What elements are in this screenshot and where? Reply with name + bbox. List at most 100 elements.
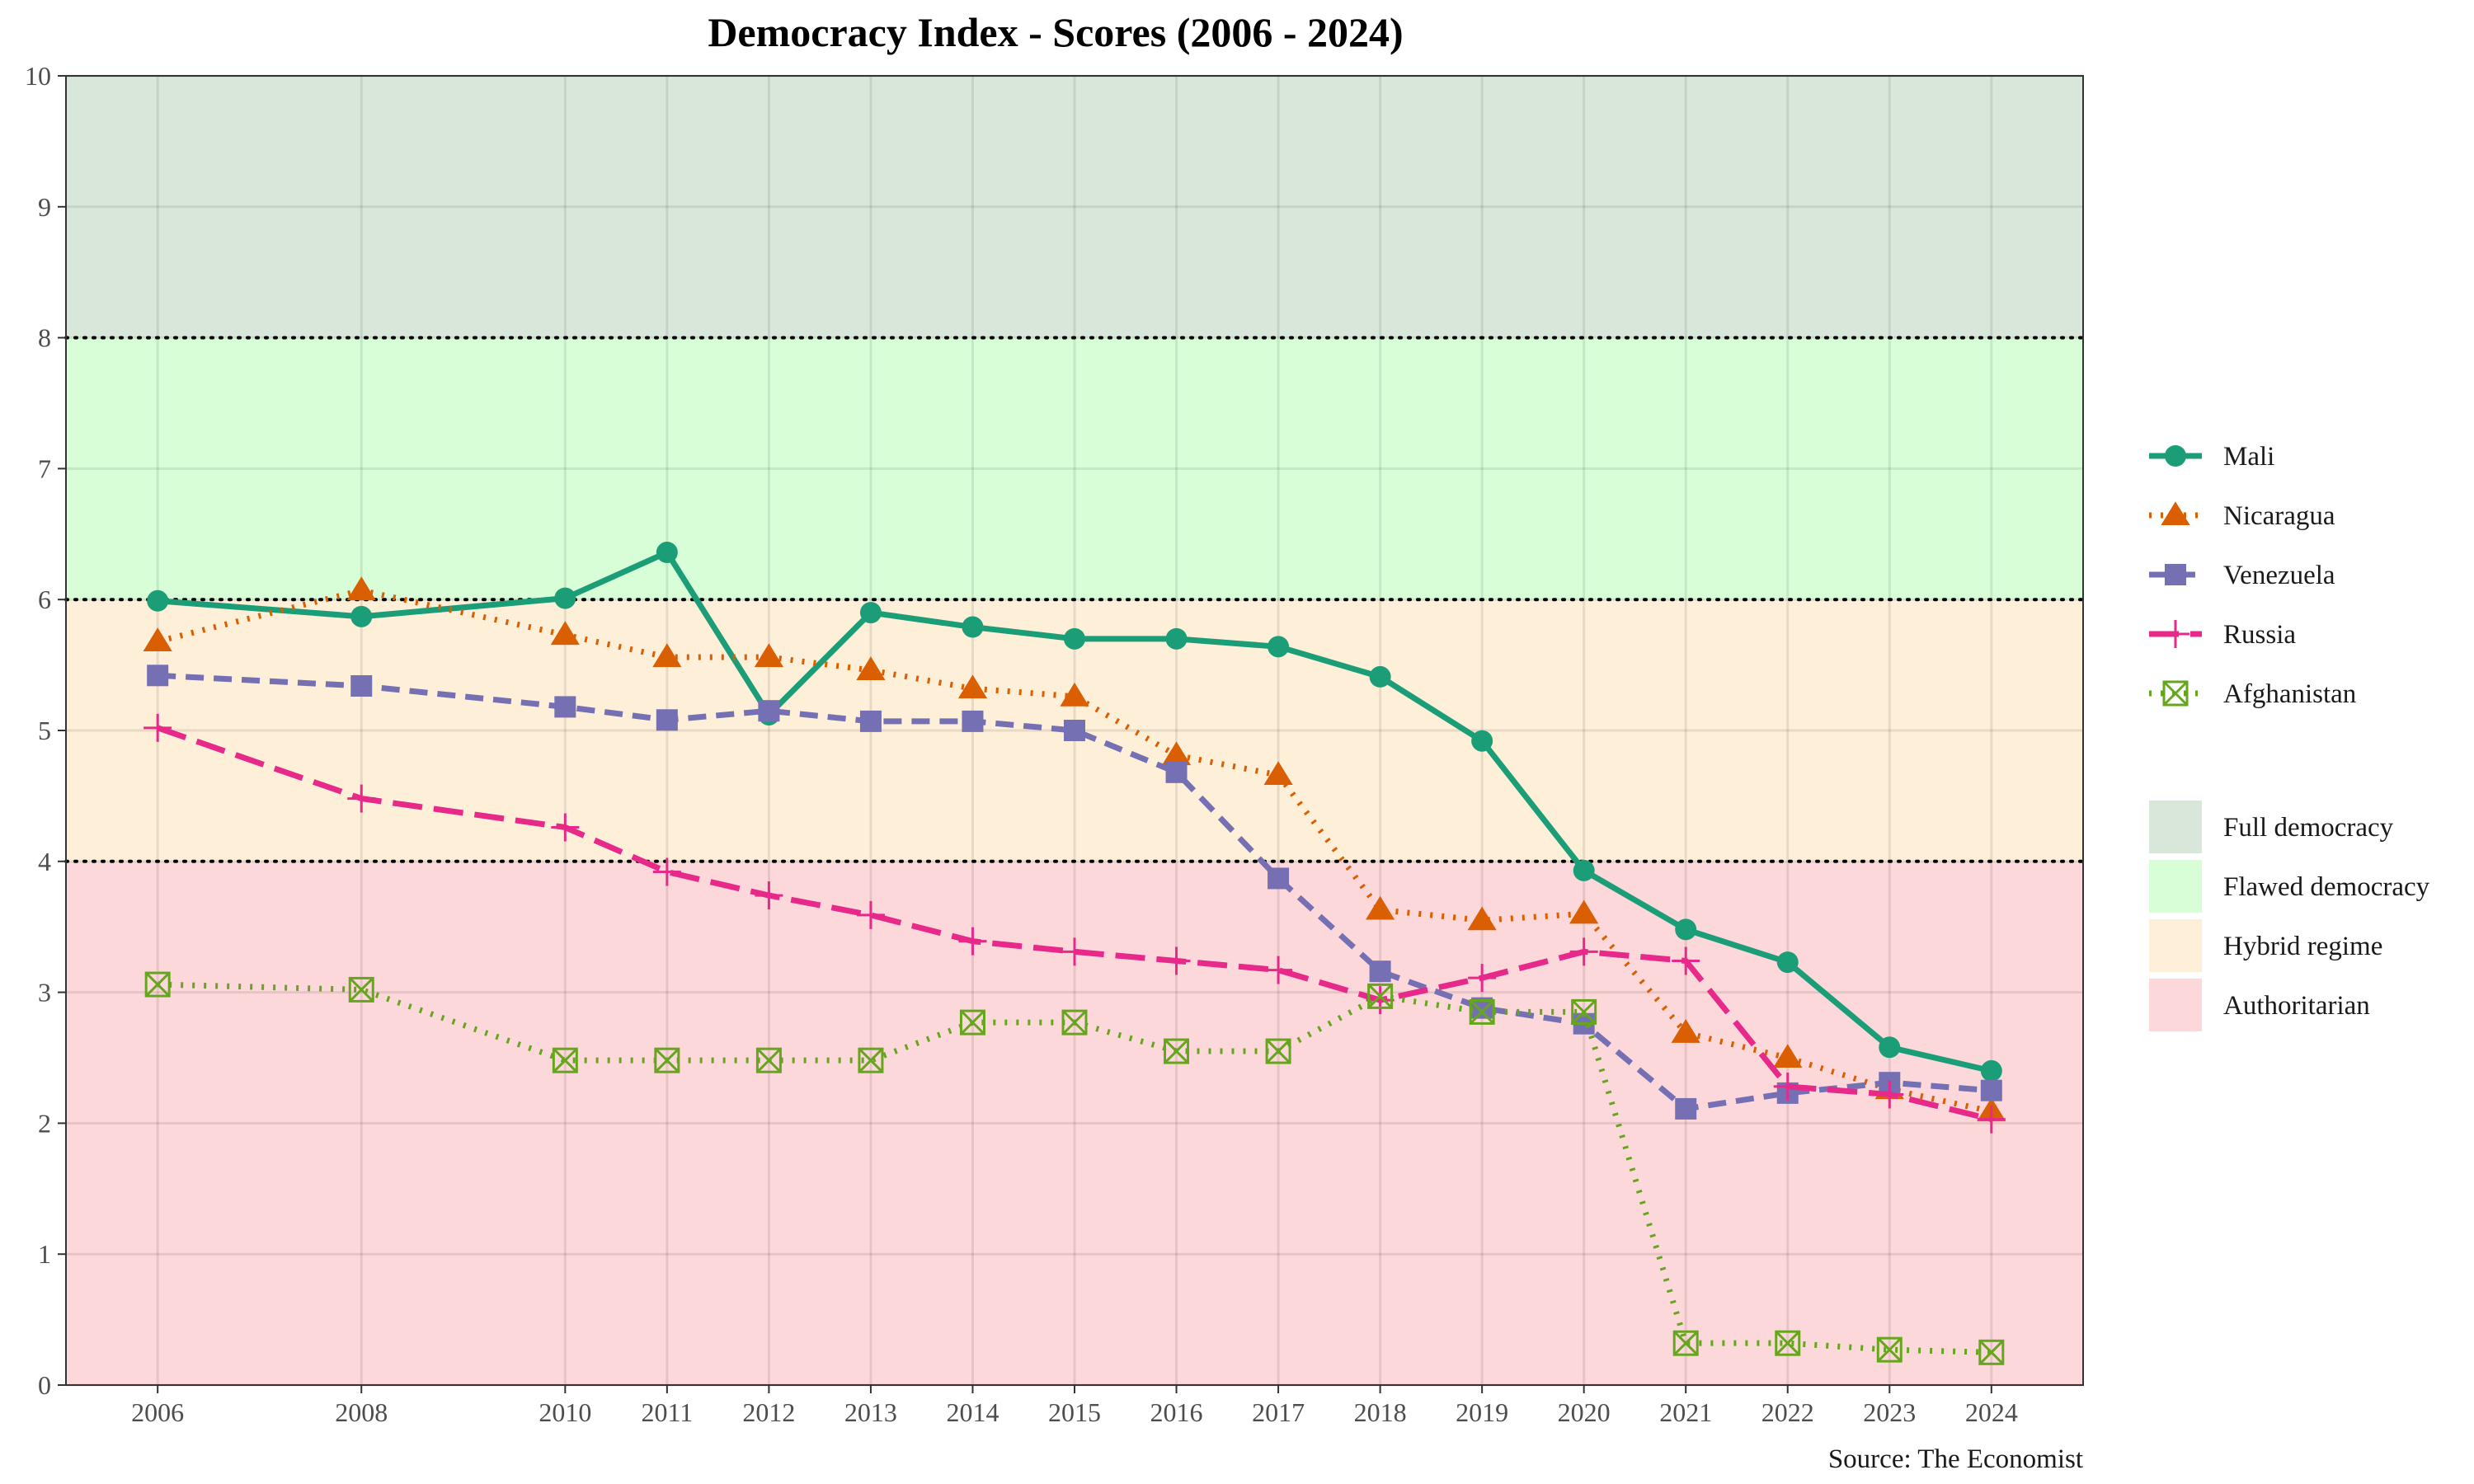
y-tick-label: 6	[38, 585, 51, 614]
regime-legend-label: Hybrid regime	[2223, 932, 2382, 961]
data-point-russia	[1977, 1105, 2006, 1134]
series-russia	[143, 713, 2006, 1134]
data-point-mali	[1471, 730, 1493, 752]
data-point-afghanistan	[1775, 1330, 1801, 1356]
y-tick-label: 2	[38, 1108, 51, 1138]
data-point-russia	[652, 857, 681, 886]
band-full-democracy	[66, 76, 2083, 338]
x-tick-label: 2024	[1965, 1397, 2018, 1427]
band-flawed-democracy	[66, 337, 2083, 600]
y-tick-label: 3	[38, 978, 51, 1007]
data-point-venezuela	[1268, 867, 1290, 890]
series-afghanistan	[144, 971, 2005, 1365]
data-point-afghanistan	[1265, 1038, 1291, 1064]
data-point-russia	[755, 881, 783, 910]
legend-key-marker	[2165, 445, 2186, 467]
series-mali	[147, 542, 2002, 1082]
x-tick-label: 2012	[742, 1397, 795, 1427]
data-point-nicaragua	[652, 643, 682, 668]
data-point-mali	[350, 605, 373, 627]
x-tick-label: 2014	[946, 1397, 999, 1427]
data-point-russia	[1875, 1080, 1904, 1109]
chart-caption: Source: The Economist	[1828, 1444, 2083, 1474]
legend-item-mali: Mali	[2149, 442, 2274, 472]
data-point-venezuela	[758, 700, 780, 722]
y-axis: 0 1 2 3 4 5 6 7 8 9 10	[25, 61, 66, 1400]
y-tick-label: 9	[38, 192, 51, 222]
legend-item-nicaragua: Nicaragua	[2149, 501, 2335, 531]
regime-legend-item-full-democracy: Full democracy	[2149, 801, 2394, 853]
data-point-russia	[1773, 1072, 1802, 1101]
series-lines	[143, 542, 2006, 1365]
y-tick-label: 5	[38, 716, 51, 745]
data-point-russia	[1468, 964, 1497, 993]
regime-legend-swatch	[2149, 919, 2202, 972]
data-point-venezuela	[1369, 960, 1391, 983]
data-point-afghanistan	[1164, 1038, 1190, 1064]
x-tick-label: 2016	[1150, 1397, 1203, 1427]
data-point-mali	[1879, 1036, 1901, 1059]
legend-key-marker	[2161, 501, 2190, 525]
data-point-venezuela	[656, 709, 678, 731]
data-point-russia	[1569, 937, 1598, 966]
data-point-afghanistan	[1876, 1336, 1903, 1363]
regime-legend-swatch	[2149, 801, 2202, 853]
regime-legend-label: Full democracy	[2223, 813, 2394, 843]
data-point-nicaragua	[143, 627, 172, 652]
data-point-nicaragua	[1161, 741, 1192, 766]
data-point-afghanistan	[1061, 1009, 1088, 1036]
x-tick-label: 2018	[1354, 1397, 1407, 1427]
data-point-mali	[1675, 918, 1697, 941]
x-tick-label: 2020	[1558, 1397, 1611, 1427]
data-point-russia	[856, 900, 885, 929]
data-point-nicaragua	[856, 656, 886, 680]
data-point-nicaragua	[346, 576, 376, 601]
x-tick-label: 2019	[1456, 1397, 1508, 1427]
data-point-afghanistan	[1367, 983, 1394, 1009]
data-point-afghanistan	[755, 1047, 782, 1073]
regime-legend-label: Authoritarian	[2223, 991, 2370, 1021]
y-tick-label: 0	[38, 1370, 51, 1400]
data-point-afghanistan	[144, 971, 171, 998]
data-point-mali	[962, 616, 984, 638]
legend-item-venezuela: Venezuela	[2149, 561, 2335, 590]
data-point-venezuela	[554, 696, 576, 718]
threshold-lines	[64, 336, 2085, 863]
regime-legend-item-authoritarian: Authoritarian	[2149, 979, 2370, 1031]
data-point-venezuela	[859, 710, 882, 732]
y-tick-label: 8	[38, 323, 51, 353]
regime-legend-swatch	[2149, 860, 2202, 913]
data-point-mali	[147, 589, 169, 612]
data-point-nicaragua	[550, 621, 580, 646]
x-tick-label: 2022	[1761, 1397, 1814, 1427]
data-point-afghanistan	[1672, 1330, 1699, 1356]
data-point-mali	[1064, 627, 1085, 650]
x-tick-label: 2008	[335, 1397, 388, 1427]
regime-legend-label: Flawed democracy	[2223, 872, 2430, 902]
data-point-venezuela	[350, 675, 373, 697]
data-point-venezuela	[147, 665, 169, 687]
x-tick-label: 2015	[1048, 1397, 1101, 1427]
data-point-nicaragua	[1366, 895, 1395, 920]
data-point-venezuela	[1980, 1079, 2002, 1101]
data-point-russia	[551, 813, 580, 842]
data-point-afghanistan	[858, 1047, 884, 1073]
data-point-mali	[1776, 951, 1799, 974]
x-tick-label: 2006	[131, 1397, 184, 1427]
data-point-mali	[554, 587, 576, 609]
data-point-nicaragua	[1467, 906, 1497, 931]
data-point-venezuela	[1165, 761, 1188, 783]
legend-key-marker	[2161, 620, 2189, 648]
data-point-afghanistan	[348, 976, 374, 1003]
x-tick-label: 2011	[641, 1397, 693, 1427]
data-point-afghanistan	[1978, 1339, 2005, 1365]
series-line-venezuela	[158, 672, 1992, 1112]
data-point-russia	[347, 784, 376, 813]
series-venezuela	[147, 665, 2002, 1120]
data-point-russia	[1061, 937, 1089, 966]
data-point-afghanistan	[959, 1009, 985, 1036]
legend-key-marker	[2165, 564, 2186, 585]
regime-legend-swatch	[2149, 979, 2202, 1031]
data-point-afghanistan	[1571, 998, 1597, 1025]
